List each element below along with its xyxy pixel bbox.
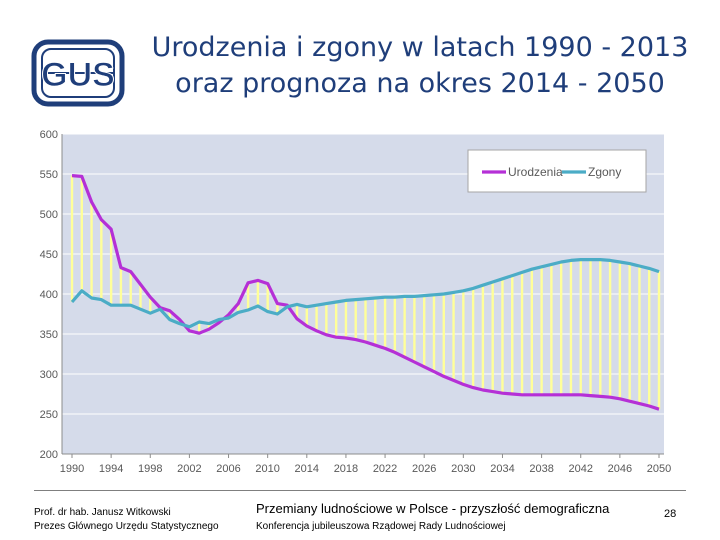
author-position: Prezes Głównego Urzędu Statystycznego <box>34 521 219 532</box>
title-line-1: Urodzenia i zgony w latach 1990 - 2013 <box>151 32 689 63</box>
y-tick-label-450: 450 <box>40 249 58 261</box>
x-tick-label-2026: 2026 <box>412 463 436 475</box>
x-tick-label-1990: 1990 <box>60 463 84 475</box>
x-tick-label-2022: 2022 <box>373 463 397 475</box>
y-tick-label-500: 500 <box>40 209 58 221</box>
x-tick-label-2010: 2010 <box>255 463 279 475</box>
footer-author: Prof. dr hab. Janusz Witkowski Prezes Gł… <box>34 506 219 534</box>
footer-divider <box>34 490 686 491</box>
x-tick-label-2030: 2030 <box>451 463 475 475</box>
x-tick-label-1998: 1998 <box>138 463 162 475</box>
y-tick-label-250: 250 <box>40 409 58 421</box>
x-tick-label-2038: 2038 <box>529 463 553 475</box>
presentation-title: Przemiany ludnościowe w Polsce - przyszł… <box>256 501 610 516</box>
author-name: Prof. dr hab. Janusz Witkowski <box>34 507 171 518</box>
page-number: 28 <box>664 508 677 520</box>
slide-title: Urodzenia i zgony w latach 1990 - 2013 o… <box>130 30 710 102</box>
y-tick-label-600: 600 <box>40 129 58 141</box>
y-tick-label-200: 200 <box>40 449 58 461</box>
series-line-zgony <box>70 258 660 329</box>
births-deaths-chart: 200 250 300 350 400 450 500 550 600 1990 1994 1998 2… <box>40 129 672 475</box>
x-tick-label-2006: 2006 <box>216 463 240 475</box>
x-tick-label-2018: 2018 <box>334 463 358 475</box>
x-tick-label-1994: 1994 <box>99 463 123 475</box>
gus-logo-text: GUS <box>41 56 115 94</box>
gus-logo: GUS <box>28 36 128 110</box>
gus-logo-graphic: GUS <box>31 39 125 107</box>
x-tick-label-2014: 2014 <box>295 463 319 475</box>
y-tick-label-300: 300 <box>40 369 58 381</box>
series-line-urodzenia <box>71 174 660 411</box>
legend-label-urodzenia: Urodzenia <box>508 165 563 179</box>
x-tick-label-2034: 2034 <box>490 463 514 475</box>
x-tick-label-2042: 2042 <box>568 463 592 475</box>
y-tick-label-400: 400 <box>40 289 58 301</box>
y-tick-label-350: 350 <box>40 329 58 341</box>
conference-name: Konferencja jubileuszowa Rządowej Rady L… <box>256 521 506 532</box>
legend-label-zgony: Zgony <box>588 165 621 179</box>
title-line-2: oraz prognoza na okres 2014 - 2050 <box>175 68 665 99</box>
x-tick-label-2046: 2046 <box>608 463 632 475</box>
x-tick-label-2002: 2002 <box>177 463 201 475</box>
y-tick-label-550: 550 <box>40 169 58 181</box>
x-tick-label-2050: 2050 <box>647 463 671 475</box>
footer-presentation: Przemiany ludnościowe w Polsce - przyszł… <box>256 501 609 534</box>
